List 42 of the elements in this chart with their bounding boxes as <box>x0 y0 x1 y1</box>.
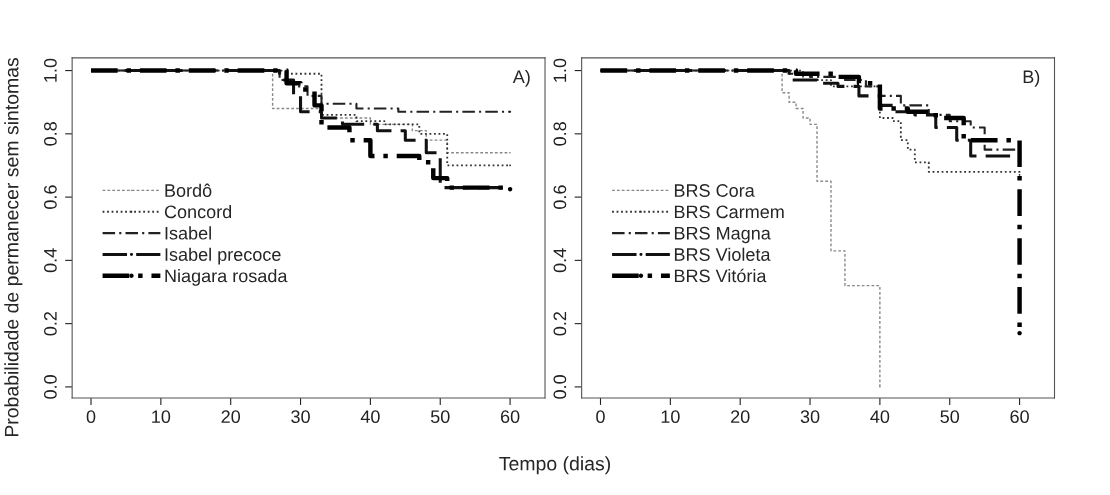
x-tick-label: 0 <box>596 410 605 424</box>
y-tick-label: 0.4 <box>43 248 57 273</box>
legend-label: BRS Cora <box>674 184 755 197</box>
legend-label: BRS Magna <box>674 226 771 244</box>
y-tick-label: 0.2 <box>43 312 57 336</box>
y-tick-label: 1.0 <box>43 58 57 82</box>
y-tick-label: 0.0 <box>43 375 57 399</box>
y-tick-label: 0.2 <box>553 312 567 336</box>
x-tick-label: 40 <box>870 410 890 424</box>
x-tick-label: 20 <box>731 410 750 424</box>
annotation: B) <box>1023 69 1040 87</box>
y-tick-label: 0.8 <box>553 122 567 146</box>
x-tick-label: 60 <box>1010 410 1029 424</box>
x-tick-label: 20 <box>221 410 241 424</box>
x-tick-label: 10 <box>152 410 171 424</box>
y-tick-label: 0.8 <box>43 122 57 146</box>
x-tick-label: 30 <box>291 410 310 424</box>
legend-label: Bordô <box>165 183 212 197</box>
legend-label: BRS Carmem <box>674 205 784 219</box>
y-tick-label: 1.0 <box>553 58 567 82</box>
legend-label: Isabel <box>165 226 211 240</box>
y-tick-label: 0.0 <box>553 375 567 399</box>
x-tick-label: 30 <box>800 410 820 424</box>
annotation: A) <box>512 69 530 87</box>
point <box>1017 330 1022 336</box>
y-tick-label: 0.6 <box>43 185 57 209</box>
x-tick-label: 50 <box>940 410 960 424</box>
x-tick-label: 60 <box>500 410 520 424</box>
legend-label: Niagara rosada <box>165 269 288 286</box>
legend-label: Isabel precoce <box>165 247 281 265</box>
y-tick-label: 0.4 <box>553 248 567 273</box>
y-tick-label: 0.6 <box>553 185 567 209</box>
legend-label: BRS Vitória <box>674 268 767 283</box>
x-tick-label: 40 <box>360 410 380 424</box>
y-axis-title: Probabilidade de permanecer sem sintomas <box>4 57 23 437</box>
x-tick-label: 10 <box>661 410 680 424</box>
legend-label: Concord <box>164 204 232 219</box>
x-axis-title: Tempo (dias) <box>499 456 610 475</box>
x-tick-label: 0 <box>86 410 96 424</box>
x-tick-label: 50 <box>430 410 450 424</box>
point <box>509 110 512 113</box>
legend-label: BRS Violeta <box>674 247 771 261</box>
